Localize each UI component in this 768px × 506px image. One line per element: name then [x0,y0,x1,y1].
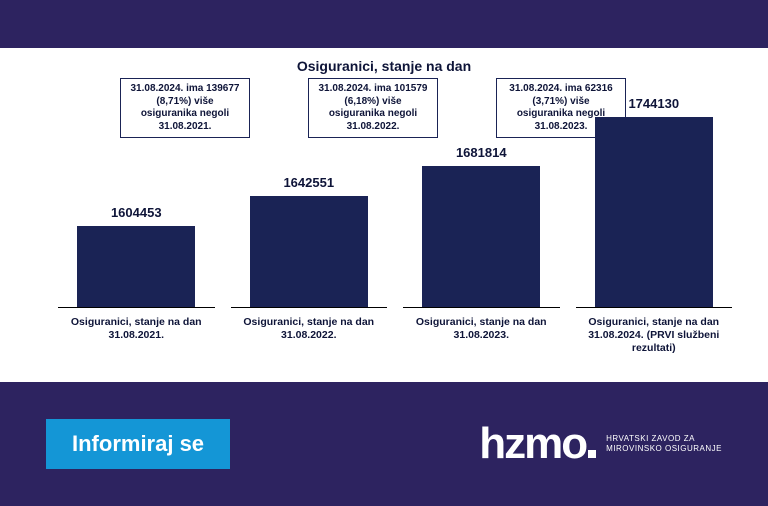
bar-baseline [403,307,560,308]
bar-col: 1642551 Osiguranici, stanje na dan 31.08… [223,175,396,356]
bar-rect [422,166,540,308]
gap-band [0,364,768,382]
top-band [0,0,768,48]
brand-sub-line: HRVATSKI ZAVOD ZA [606,434,695,443]
brand-dot-icon [588,450,596,458]
bar-value: 1604453 [111,205,162,220]
brand-block: hzmo HRVATSKI ZAVOD ZA MIROVINSKO OSIGUR… [479,422,722,466]
bar-baseline [231,307,388,308]
bar-col: 1744130 Osiguranici, stanje na dan 31.08… [568,96,741,356]
bar-rect [250,196,368,307]
bar-col: 1681814 Osiguranici, stanje na dan 31.08… [395,145,568,357]
cta-button[interactable]: Informiraj se [46,419,230,469]
bar-baseline [58,307,215,308]
bar-baseline [576,307,733,308]
brand-logo-text: hzmo [479,422,596,466]
bar-xlabel: Osiguranici, stanje na dan 31.08.2022. [231,316,388,356]
bar-xlabel: Osiguranici, stanje na dan 31.08.2024. (… [576,316,733,356]
bar-value: 1642551 [283,175,334,190]
bottom-band: Informiraj se hzmo HRVATSKI ZAVOD ZA MIR… [0,382,768,506]
bar-xlabel: Osiguranici, stanje na dan 31.08.2021. [58,316,215,356]
brand-sub-line: MIROVINSKO OSIGURANJE [606,444,722,453]
bar-col: 1604453 Osiguranici, stanje na dan 31.08… [50,205,223,356]
bar-rect [77,226,195,307]
chart-panel: Osiguranici, stanje na dan 31.08.2024. i… [0,48,768,364]
brand-word: hzmo [479,419,586,468]
bar-xlabel: Osiguranici, stanje na dan 31.08.2023. [403,316,560,356]
bar-value: 1744130 [628,96,679,111]
bars-area: 1604453 Osiguranici, stanje na dan 31.08… [50,106,740,356]
chart-title: Osiguranici, stanje na dan [28,58,740,74]
bar-value: 1681814 [456,145,507,160]
brand-subtitle: HRVATSKI ZAVOD ZA MIROVINSKO OSIGURANJE [606,434,722,455]
bar-rect [595,117,713,307]
